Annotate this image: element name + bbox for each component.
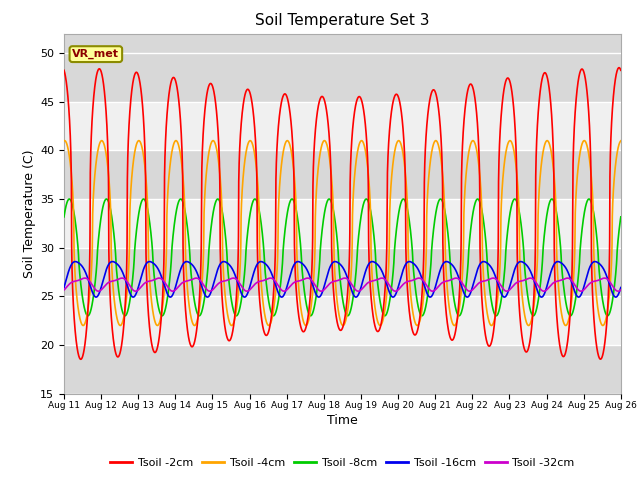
- Tsoil -16cm: [617, 285, 625, 290]
- Tsoil -16cm: [325, 268, 333, 274]
- Text: VR_met: VR_met: [72, 49, 119, 59]
- Tsoil -32cm: [617, 287, 625, 293]
- Tsoil -2cm: [465, 84, 472, 90]
- Tsoil -4cm: [172, 138, 180, 144]
- Tsoil -2cm: [325, 127, 333, 132]
- Tsoil -8cm: [60, 214, 68, 220]
- Tsoil -32cm: [325, 282, 333, 288]
- Tsoil -4cm: [325, 151, 333, 156]
- Tsoil -2cm: [617, 67, 625, 73]
- X-axis label: Time: Time: [327, 414, 358, 427]
- Bar: [64, 296, 621, 345]
- Tsoil -2cm: [60, 67, 68, 73]
- Tsoil -16cm: [60, 285, 68, 290]
- Line: Tsoil -4cm: Tsoil -4cm: [64, 141, 621, 325]
- Tsoil -32cm: [392, 288, 399, 294]
- Tsoil -16cm: [572, 292, 580, 298]
- Tsoil -8cm: [465, 247, 472, 253]
- Tsoil -8cm: [617, 214, 625, 220]
- Tsoil -8cm: [294, 220, 302, 226]
- Tsoil -4cm: [600, 322, 608, 327]
- Y-axis label: Soil Temperature (C): Soil Temperature (C): [23, 149, 36, 278]
- Tsoil -32cm: [60, 287, 68, 293]
- Tsoil -16cm: [554, 259, 562, 264]
- Tsoil -32cm: [193, 275, 200, 281]
- Tsoil -4cm: [465, 149, 472, 155]
- Legend: Tsoil -2cm, Tsoil -4cm, Tsoil -8cm, Tsoil -16cm, Tsoil -32cm: Tsoil -2cm, Tsoil -4cm, Tsoil -8cm, Tsoi…: [106, 453, 579, 472]
- Tsoil -4cm: [572, 188, 580, 193]
- Tsoil -2cm: [600, 347, 607, 353]
- Line: Tsoil -16cm: Tsoil -16cm: [64, 262, 621, 297]
- Line: Tsoil -2cm: Tsoil -2cm: [64, 68, 621, 360]
- Tsoil -2cm: [615, 65, 623, 71]
- Line: Tsoil -8cm: Tsoil -8cm: [64, 199, 621, 316]
- Bar: [64, 248, 621, 296]
- Tsoil -4cm: [228, 323, 236, 328]
- Tsoil -2cm: [572, 97, 580, 103]
- Tsoil -16cm: [294, 259, 302, 264]
- Bar: [64, 150, 621, 199]
- Tsoil -8cm: [177, 196, 184, 202]
- Tsoil -16cm: [299, 261, 307, 267]
- Tsoil -8cm: [299, 273, 307, 279]
- Tsoil -16cm: [465, 293, 472, 299]
- Tsoil -4cm: [299, 316, 307, 322]
- Tsoil -32cm: [572, 285, 580, 290]
- Tsoil -2cm: [299, 328, 307, 334]
- Bar: [64, 53, 621, 102]
- Tsoil -4cm: [294, 278, 302, 284]
- Tsoil -16cm: [129, 294, 137, 300]
- Tsoil -4cm: [60, 138, 68, 144]
- Tsoil -32cm: [600, 275, 608, 281]
- Line: Tsoil -32cm: Tsoil -32cm: [64, 278, 621, 291]
- Tsoil -16cm: [600, 267, 608, 273]
- Tsoil -8cm: [121, 313, 129, 319]
- Tsoil -4cm: [617, 138, 625, 144]
- Tsoil -8cm: [325, 196, 333, 202]
- Bar: [64, 199, 621, 248]
- Tsoil -8cm: [600, 305, 608, 311]
- Title: Soil Temperature Set 3: Soil Temperature Set 3: [255, 13, 429, 28]
- Tsoil -2cm: [77, 357, 84, 362]
- Bar: [64, 345, 621, 394]
- Bar: [64, 102, 621, 150]
- Tsoil -32cm: [299, 277, 307, 283]
- Tsoil -32cm: [294, 278, 302, 284]
- Tsoil -32cm: [465, 288, 472, 294]
- Tsoil -2cm: [294, 308, 302, 313]
- Tsoil -8cm: [572, 291, 580, 297]
